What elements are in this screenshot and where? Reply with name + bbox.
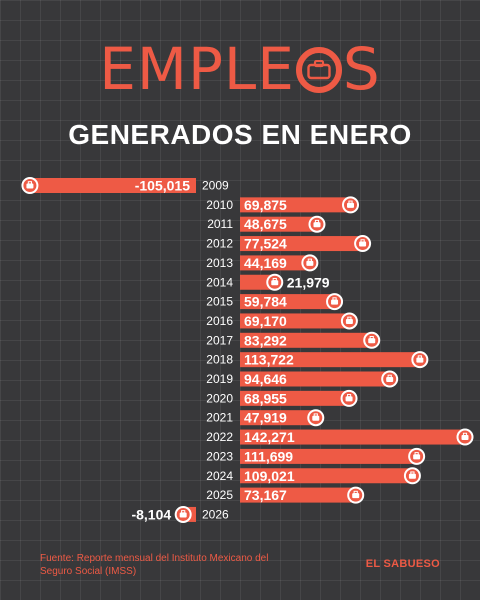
data-label: 142,271	[244, 429, 295, 445]
year-label: 2014	[206, 275, 233, 289]
briefcase-icon	[174, 505, 192, 523]
data-label: 69,170	[244, 313, 287, 329]
data-label: 44,169	[244, 255, 287, 271]
year-label: 2024	[206, 469, 233, 483]
data-label: 69,875	[244, 197, 287, 213]
data-label: 94,646	[244, 371, 287, 387]
year-label: 2020	[206, 391, 233, 405]
bar	[29, 178, 196, 193]
page-subtitle: GENERADOS EN ENERO	[68, 119, 412, 150]
bar	[240, 274, 275, 290]
data-label: 59,784	[244, 294, 287, 310]
bar	[240, 410, 316, 426]
briefcase-icon	[456, 428, 474, 446]
year-label: 2026	[202, 507, 229, 521]
year-label: 2017	[206, 333, 233, 347]
year-label: 2009	[202, 179, 229, 193]
data-label: 111,699	[244, 448, 293, 464]
briefcase-icon	[381, 370, 399, 388]
brand-logo: EL SABUESO	[365, 558, 440, 570]
bar	[240, 468, 413, 484]
bar	[240, 448, 417, 464]
data-label: 21,979	[287, 274, 330, 290]
data-label: 109,021	[244, 468, 295, 484]
bar	[240, 236, 363, 252]
briefcase-icon	[408, 447, 426, 465]
briefcase-icon	[340, 389, 358, 407]
source-note: Fuente: Reporte mensual del Instituto Me…	[40, 553, 269, 577]
bar	[240, 313, 350, 329]
briefcase-icon	[266, 273, 284, 291]
year-label: 2011	[207, 217, 233, 231]
briefcase-icon	[411, 351, 429, 369]
bar	[240, 429, 465, 445]
year-label: 2016	[206, 314, 233, 328]
briefcase-icon	[363, 331, 381, 349]
briefcase-icon	[21, 177, 39, 194]
year-label: 2015	[206, 295, 233, 309]
data-label: -8,104	[131, 506, 171, 522]
briefcase-icon	[347, 486, 365, 504]
page-title: EMPLE S	[0, 40, 480, 98]
bar	[240, 216, 317, 232]
year-label: 2025	[206, 488, 233, 502]
year-label: 2023	[206, 449, 233, 463]
data-label: 83,292	[244, 332, 287, 348]
year-label: 2022	[206, 430, 233, 444]
year-label: 2021	[206, 411, 233, 425]
briefcase-icon	[403, 467, 421, 485]
bar-chart: 2009 -105,015 2010 69,875 2011 48,675 2012 77,5…	[21, 177, 474, 523]
year-label: 2010	[206, 198, 233, 212]
data-label: 68,955	[244, 390, 287, 406]
briefcase-icon	[308, 215, 326, 233]
data-label: 77,524	[244, 236, 287, 252]
bar	[240, 197, 351, 213]
data-label: 113,722	[244, 352, 294, 368]
briefcase-icon	[307, 409, 325, 427]
data-label: 48,675	[244, 216, 287, 232]
briefcase-icon	[326, 293, 344, 311]
bar	[240, 255, 310, 271]
bar	[240, 352, 420, 368]
year-label: 2019	[206, 372, 233, 386]
title-part-2: S	[342, 35, 381, 103]
bar	[240, 294, 335, 310]
bar	[240, 487, 356, 503]
bar	[240, 371, 390, 387]
year-label: 2013	[206, 256, 233, 270]
data-label: -105,015	[135, 178, 190, 194]
briefcase-icon	[354, 235, 372, 253]
briefcase-icon	[295, 47, 342, 93]
bar	[240, 332, 372, 348]
year-label: 2012	[206, 237, 233, 251]
year-label: 2018	[206, 353, 233, 367]
briefcase-icon	[301, 254, 319, 272]
briefcase-icon	[342, 196, 360, 214]
data-label: 47,919	[244, 410, 287, 426]
briefcase-icon	[340, 312, 358, 330]
data-label: 73,167	[244, 487, 287, 503]
bar	[240, 390, 350, 406]
title-part-1: EMPLE	[99, 35, 295, 103]
